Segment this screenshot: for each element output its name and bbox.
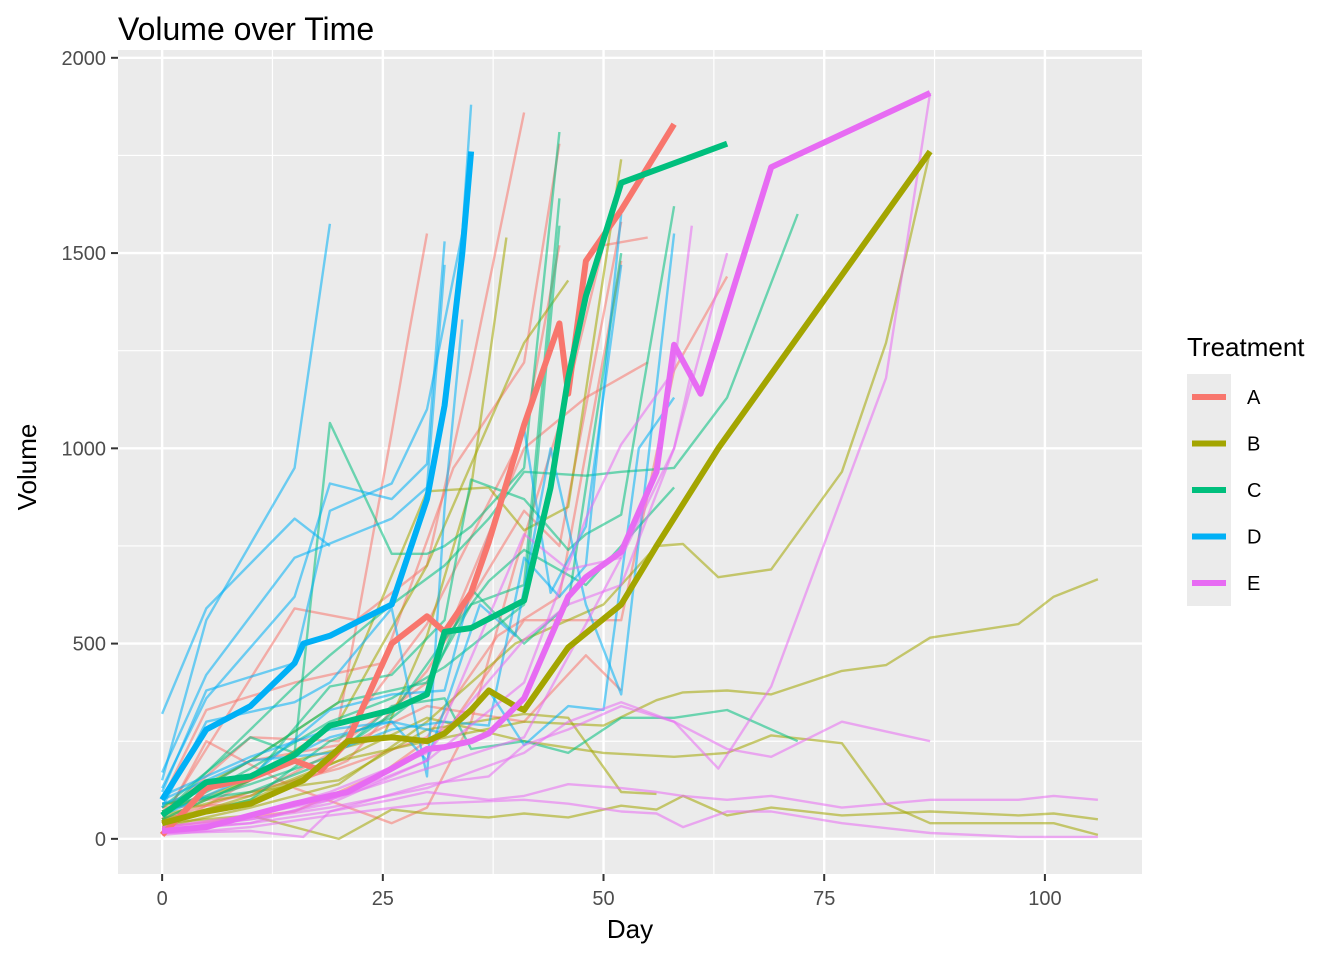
series-d-mean-line: [159, 151, 475, 802]
legend-title: Treatment: [1187, 332, 1305, 362]
y-tick-label: 1500: [62, 243, 107, 265]
series-c-individual-line: [161, 213, 799, 817]
series-b-individual-line: [161, 794, 1099, 841]
y-axis-title: Volume: [12, 424, 42, 511]
series-a-individual-line: [161, 236, 648, 825]
y-tick-label: 2000: [62, 48, 107, 70]
x-axis: 0 25 50 75 100: [157, 874, 1062, 910]
x-tick-label: 0: [157, 888, 168, 910]
y-axis: 0 500 1000 1500 2000: [62, 48, 118, 851]
x-tick-label: 75: [813, 888, 835, 910]
legend-label-c: C: [1247, 480, 1261, 502]
y-tick-label: 1000: [62, 438, 107, 460]
minor-gridlines: [118, 50, 1142, 874]
series-e-individual-line: [161, 798, 1098, 839]
y-tick-label: 500: [73, 634, 106, 656]
series-c-individual-line: [161, 225, 561, 817]
series-d-individual-line: [160, 223, 332, 781]
series-d-individual-line: [161, 264, 446, 773]
y-tick-label: 0: [95, 829, 106, 851]
series-b-mean-line: [161, 149, 933, 827]
legend: Treatment A B C D E: [1187, 332, 1305, 606]
x-tick-label: 25: [372, 888, 394, 910]
chart-title: Volume over Time: [118, 11, 374, 47]
x-axis-title: Day: [607, 914, 653, 944]
series-e-mean-line: [161, 90, 932, 834]
series-b-individual-line: [161, 578, 1099, 825]
legend-label-b: B: [1247, 434, 1260, 456]
mean-series-lines: [159, 90, 933, 837]
legend-label-a: A: [1247, 387, 1261, 409]
series-e-individual-line: [162, 783, 1099, 839]
series-d-individual-line: [161, 241, 446, 789]
series-d-individual-line: [160, 104, 473, 793]
legend-label-e: E: [1247, 573, 1260, 595]
series-d-individual-line: [160, 517, 331, 715]
legend-label-d: D: [1247, 527, 1261, 549]
x-tick-label: 100: [1028, 888, 1061, 910]
series-e-individual-line: [161, 92, 932, 829]
x-tick-label: 50: [592, 888, 614, 910]
series-e-individual-line: [161, 533, 622, 833]
series-c-mean-line: [160, 140, 729, 818]
series-a-individual-line: [161, 112, 526, 820]
series-c-individual-line: [161, 205, 676, 821]
